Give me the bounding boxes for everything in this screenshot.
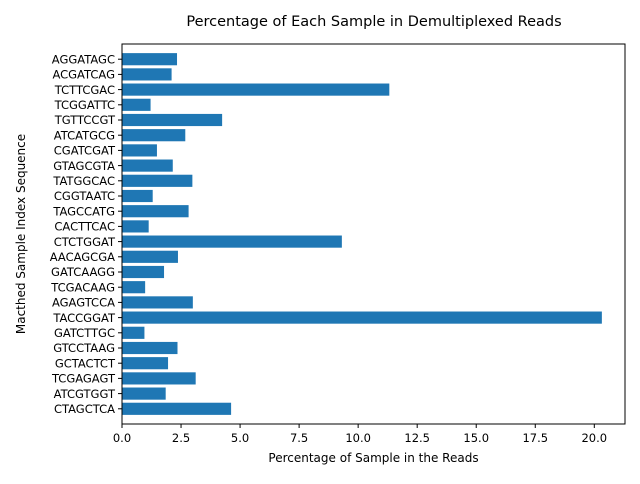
x-axis-label: Percentage of Sample in the Reads	[268, 451, 478, 465]
y-tick-label: GTAGCGTA	[53, 159, 115, 173]
bar-tagccatg	[122, 205, 189, 218]
y-tick-label: TAGCCATG	[52, 204, 115, 218]
y-tick-label: TCGACAAG	[50, 280, 115, 294]
y-tick-label: GCTACTCT	[55, 356, 116, 370]
bar-tcggattc	[122, 98, 151, 111]
plot-frame	[121, 43, 626, 425]
x-tick-label: 17.5	[522, 431, 548, 445]
y-tick-label: TCGGATTC	[54, 98, 115, 112]
bar-cgatcgat	[122, 144, 157, 157]
bar-tatggcac	[122, 174, 193, 187]
y-tick-label: CGATCGAT	[54, 144, 116, 158]
bar-tcgagagt	[122, 372, 196, 385]
bar-gtagcgta	[122, 159, 173, 172]
x-tick-label: 20.0	[581, 431, 607, 445]
bar-tcgacaag	[122, 281, 146, 294]
y-tick-label: ACGATCAG	[52, 68, 115, 82]
y-tick-label: TCTTCGAC	[54, 83, 115, 97]
chart-title: Percentage of Each Sample in Demultiplex…	[186, 14, 561, 30]
x-tick-label: 7.5	[290, 431, 308, 445]
bar-atcatgcg	[122, 129, 186, 142]
y-tick-label: TATGGCAC	[52, 174, 115, 188]
y-tick-label: GATCAAGG	[51, 265, 115, 279]
bar-ctagctca	[122, 402, 232, 415]
bar-aacagcga	[122, 250, 178, 263]
y-tick-label: AGGATAGC	[52, 52, 115, 66]
y-tick-label: CTAGCTCA	[54, 402, 115, 416]
bar-taccggat	[122, 311, 602, 324]
x-tick-label: 0.0	[113, 431, 131, 445]
y-tick-label: CACTTCAC	[54, 220, 115, 234]
bar-agagtcca	[122, 296, 193, 309]
y-tick-label: AACAGCGA	[50, 250, 115, 264]
x-axis-ticks: 0.0 2.5 5.0 7.5 10.0 12.5 15.0 17.5 20.0	[113, 424, 607, 445]
bar-ctctggat	[122, 235, 342, 248]
bar-gtcctaag	[122, 341, 178, 355]
y-tick-label: CTCTGGAT	[54, 235, 116, 249]
bars-layer	[122, 53, 602, 415]
bar-cggtaatc	[122, 189, 153, 203]
x-tick-label: 5.0	[231, 431, 249, 445]
y-tick-label: ATCGTGGT	[54, 387, 116, 401]
bar-gatcttgc	[122, 326, 145, 339]
bar-gctactct	[122, 357, 169, 370]
x-tick-label: 12.5	[404, 431, 430, 445]
bar-atcgtggt	[122, 387, 166, 400]
y-tick-label: GTCCTAAG	[53, 341, 115, 355]
bar-cacttcac	[122, 220, 149, 233]
y-axis-label: Macthed Sample Index Sequence	[14, 134, 28, 334]
y-tick-label: TGTTCCGT	[54, 113, 116, 127]
y-tick-label: AGAGTCCA	[52, 296, 115, 310]
y-tick-label: TCGAGAGT	[51, 372, 116, 386]
bar-tgttccgt	[122, 113, 223, 127]
y-tick-label: CGGTAATC	[54, 189, 115, 203]
x-tick-label: 15.0	[463, 431, 489, 445]
x-tick-label: 2.5	[172, 431, 190, 445]
y-tick-label: TACCGGAT	[52, 311, 116, 325]
x-tick-label: 10.0	[345, 431, 371, 445]
bar-gatcaagg	[122, 265, 165, 279]
bar-acgatcag	[122, 68, 172, 81]
y-tick-label: ATCATGCG	[54, 128, 115, 142]
bar-tcttcgac	[122, 83, 390, 96]
y-tick-label: GATCTTGC	[54, 326, 115, 340]
bar-aggatagc	[122, 53, 178, 66]
